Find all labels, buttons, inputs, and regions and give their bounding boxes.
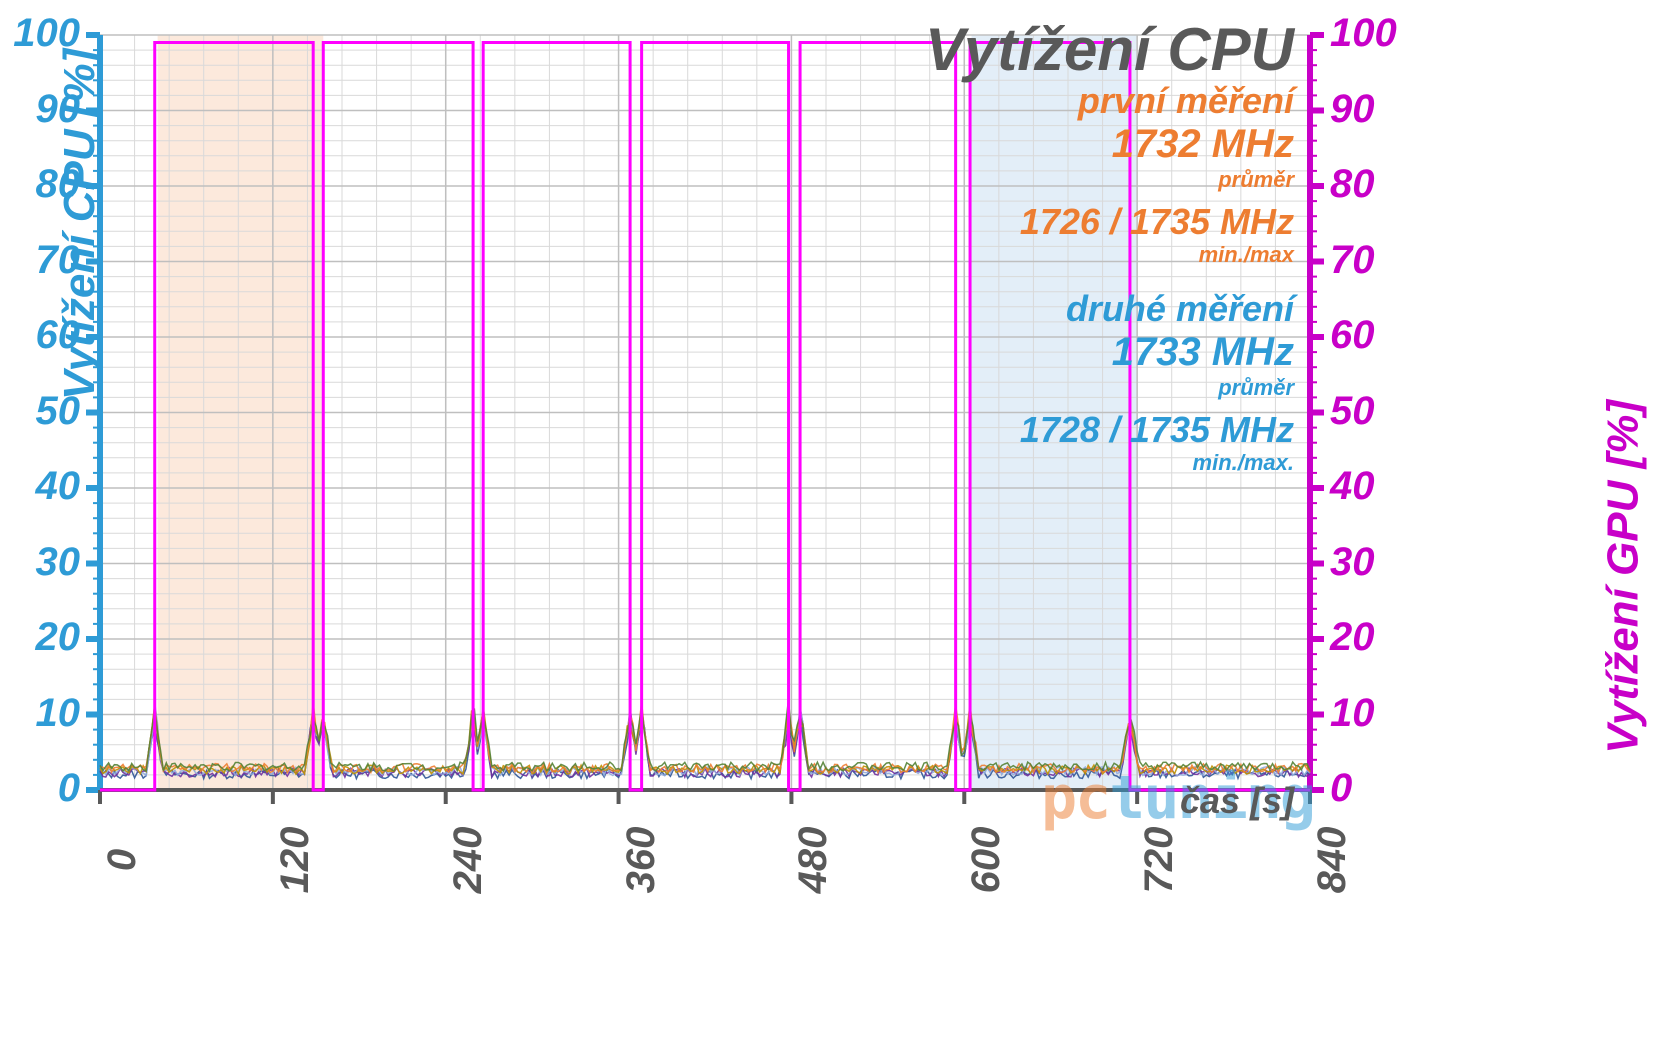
ytick-left-60: 60	[0, 313, 80, 358]
y-axis-right-label: Vytížení GPU [%]	[1599, 400, 1649, 754]
info-second-avg: 1733 MHz	[1020, 329, 1294, 375]
chart-container: Vytížení CPU Vytížení CPU [%] Vytížení G…	[0, 0, 1654, 1043]
x-axis-label: čas [s]	[1180, 780, 1294, 822]
ytick-right-60: 60	[1330, 313, 1410, 358]
xtick-480: 480	[791, 810, 836, 910]
ytick-left-30: 30	[0, 540, 80, 585]
info-second-avg-label: průměr	[1020, 375, 1294, 400]
ytick-left-100: 100	[0, 11, 80, 56]
xtick-600: 600	[964, 810, 1009, 910]
ytick-left-70: 70	[0, 238, 80, 283]
xtick-840: 840	[1310, 810, 1355, 910]
info-first-avg: 1732 MHz	[1020, 121, 1294, 167]
ytick-right-0: 0	[1330, 766, 1410, 811]
ytick-left-80: 80	[0, 162, 80, 207]
logo-pc: pc	[1041, 763, 1109, 833]
ytick-left-10: 10	[0, 691, 80, 736]
xtick-240: 240	[446, 810, 491, 910]
ytick-right-20: 20	[1330, 615, 1410, 660]
xtick-120: 120	[273, 810, 318, 910]
ytick-left-40: 40	[0, 464, 80, 509]
info-first-minmax-label: min./max	[1020, 242, 1294, 267]
info-second-heading: druhé měření	[1020, 288, 1294, 329]
xtick-720: 720	[1137, 810, 1182, 910]
ytick-left-90: 90	[0, 87, 80, 132]
chart-title: Vytížení CPU	[925, 15, 1294, 84]
info-second-minmax: 1728 / 1735 MHz	[1020, 409, 1294, 450]
ytick-right-100: 100	[1330, 11, 1410, 56]
info-first-minmax: 1726 / 1735 MHz	[1020, 201, 1294, 242]
ytick-right-50: 50	[1330, 389, 1410, 434]
info-second: druhé měření 1733 MHz průměr 1728 / 1735…	[1020, 288, 1294, 475]
ytick-left-50: 50	[0, 389, 80, 434]
ytick-right-70: 70	[1330, 238, 1410, 283]
ytick-right-80: 80	[1330, 162, 1410, 207]
ytick-right-30: 30	[1330, 540, 1410, 585]
info-second-minmax-label: min./max.	[1020, 450, 1294, 475]
xtick-0: 0	[100, 810, 145, 910]
info-first: první měření 1732 MHz průměr 1726 / 1735…	[1020, 80, 1294, 267]
ytick-right-40: 40	[1330, 464, 1410, 509]
ytick-left-0: 0	[0, 766, 80, 811]
info-first-heading: první měření	[1020, 80, 1294, 121]
ytick-right-90: 90	[1330, 87, 1410, 132]
ytick-right-10: 10	[1330, 691, 1410, 736]
ytick-left-20: 20	[0, 615, 80, 660]
xtick-360: 360	[619, 810, 664, 910]
info-first-avg-label: průměr	[1020, 167, 1294, 192]
